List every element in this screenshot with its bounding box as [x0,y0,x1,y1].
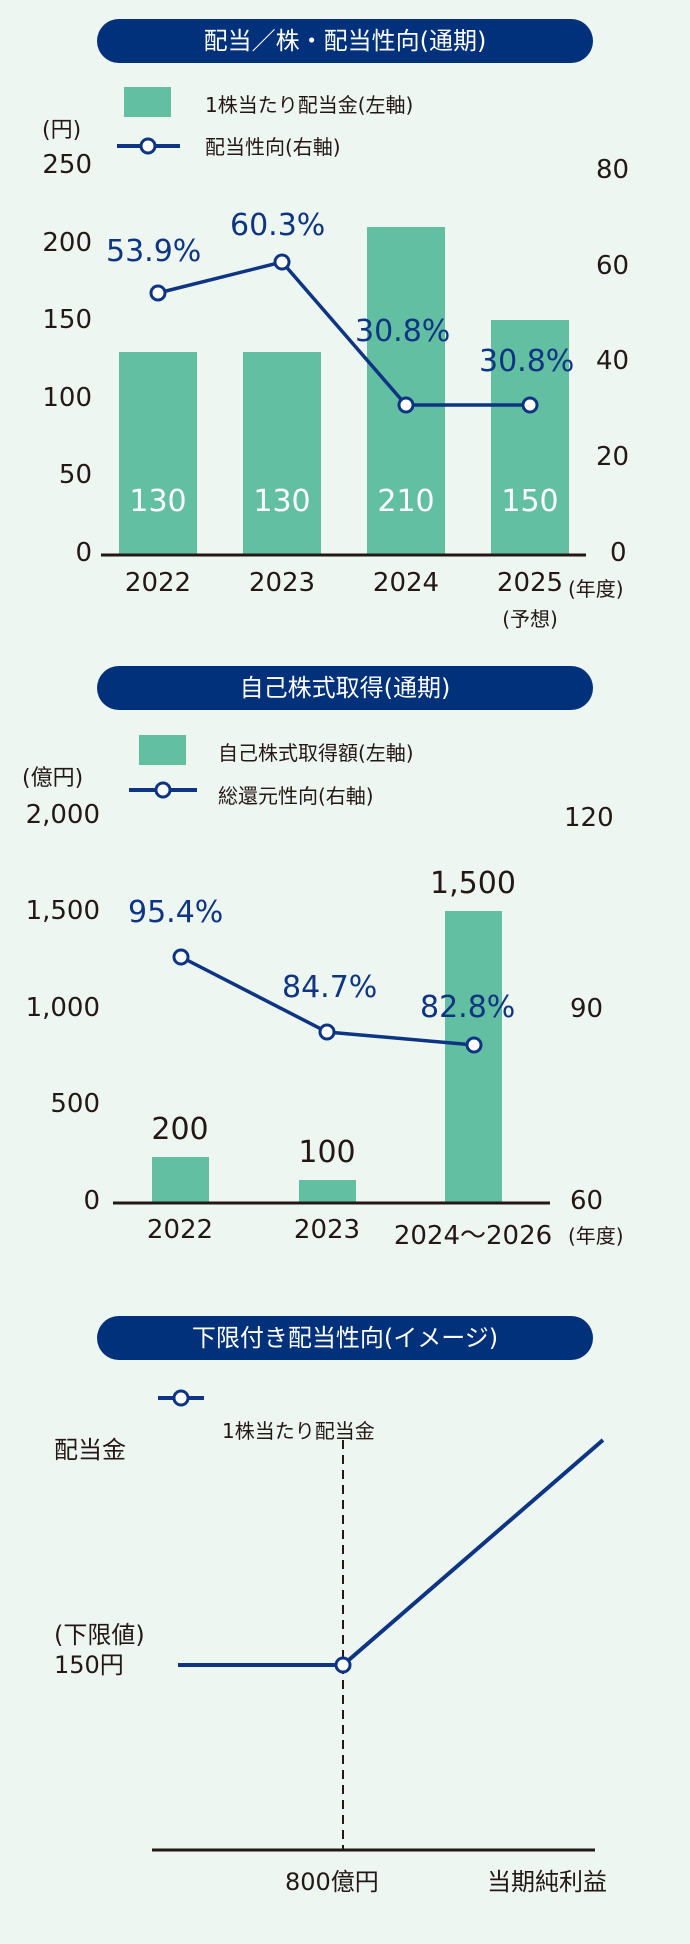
bar-2025 [491,320,569,554]
bar-2024 [367,227,445,554]
y-tick: 150 [42,305,92,335]
y2-tick: 20 [596,442,630,472]
y2-tick: 60 [570,1186,604,1216]
chart2-title: 自己株式取得(通期) [97,666,593,710]
pct-label: 60.3% [230,208,326,243]
x-unit-label: (年度) [568,1224,624,1248]
legend-bar-swatch [124,87,171,117]
legend-bar-label: 自己株式取得額(左軸) [218,741,414,765]
legend-line-marker-icon [158,1389,204,1407]
x-tick: 2025 [496,568,564,598]
bar-2023 [243,352,321,554]
y2-tick: 90 [570,994,604,1024]
y-tick: 50 [58,460,92,490]
legend-line-label: 配当性向(右軸) [205,135,341,159]
bar-value: 200 [151,1112,209,1147]
x-tick: 2022 [124,568,192,598]
y-tick: 200 [42,228,92,258]
y-tick: 2,000 [25,800,100,830]
legend-bar-label: 1株当たり配当金(左軸) [205,93,414,117]
legend-line-label: 1株当たり配当金 [222,1419,375,1443]
bar-value: 100 [298,1135,356,1170]
legend-line-label: 総還元性向(右軸) [218,784,374,808]
x-tick: 2024～2026 [393,1221,553,1251]
y2-tick: 60 [596,251,630,281]
y-unit-label: (円) [42,118,82,143]
bar-value: 130 [129,484,187,519]
x-tick: 2023 [248,568,316,598]
y-unit-label: (億円) [22,766,84,791]
bar-value: 150 [501,484,559,519]
x-tick: 2022 [146,1215,214,1245]
floor-value: 150円 [54,1651,124,1679]
bar-value: 1,500 [430,866,516,901]
bar-value: 210 [377,484,435,519]
bar-value: 130 [253,484,311,519]
y-axis-label: 配当金 [54,1436,126,1464]
x-unit-label: (年度) [568,577,624,601]
x-tick: 2024 [372,568,440,598]
y-tick: 1,500 [25,896,100,926]
pct-label: 30.8% [479,344,575,379]
chart3-title: 下限付き配当性向(イメージ) [97,1316,593,1360]
pct-label: 82.8% [420,990,516,1025]
pct-label: 30.8% [355,314,451,349]
floor-label: (下限値) [54,1621,145,1649]
bar-2024-2026 [445,911,502,1202]
forecast-note: (予想) [502,607,558,631]
pct-label: 95.4% [128,895,224,930]
y2-tick: 0 [610,538,627,568]
y2-tick: 40 [596,346,630,376]
pct-label: 84.7% [282,970,378,1005]
y-tick: 500 [50,1089,100,1119]
y-tick: 1,000 [25,993,100,1023]
x-axis-label: 当期純利益 [487,1868,607,1896]
y-tick: 0 [75,538,92,568]
y-tick: 100 [42,383,92,413]
y2-tick: 80 [596,155,630,185]
chart1-title: 配当／株・配当性向(通期) [97,19,593,63]
legend-bar-swatch [139,735,186,765]
bar-2023 [299,1180,356,1202]
y-tick: 0 [83,1186,100,1216]
legend-line-marker-icon [117,137,180,155]
x-tick: 2023 [293,1215,361,1245]
y-tick: 250 [42,150,92,180]
legend-line-marker-icon [129,781,197,799]
bar-2022 [119,352,197,554]
bar-2022 [152,1157,209,1202]
pct-label: 53.9% [106,234,202,269]
threshold-label: 800億円 [285,1868,379,1896]
y2-tick: 120 [564,803,614,833]
